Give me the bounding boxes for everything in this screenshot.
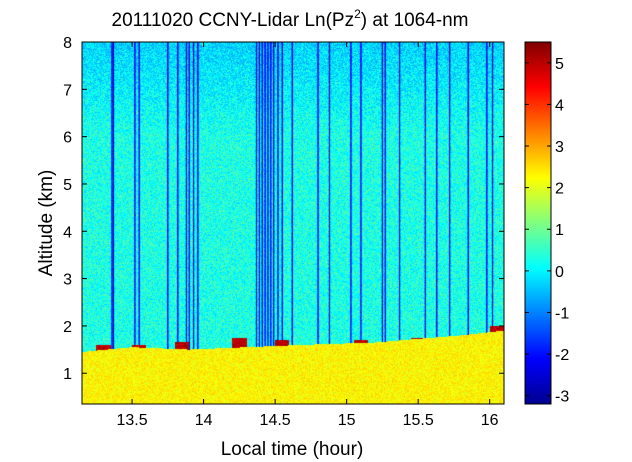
- x-tick-label: 13.5: [116, 412, 147, 429]
- x-tick-label: 14: [195, 412, 213, 429]
- colorbar-tick-label: 1: [555, 222, 564, 239]
- x-tick-label: 15: [338, 412, 356, 429]
- title-suffix: ) at 1064-nm: [361, 10, 469, 31]
- colorbar-tick-label: 5: [555, 56, 564, 73]
- x-tick-label: 15.5: [403, 412, 434, 429]
- colorbar-tick-label: 0: [555, 264, 564, 281]
- y-axis-label: Altitude (km): [36, 170, 57, 277]
- y-axis-ticks: 1 2 3 4 5 6 7 8: [63, 35, 504, 383]
- colorbar-ticks: -3 -2 -1 0 1 2 3 4 5: [525, 56, 569, 406]
- title-prefix: 20111020 CCNY-Lidar Ln(Pz: [112, 10, 355, 31]
- colorbar-gradient: [525, 42, 551, 404]
- x-axis-label: Local time (hour): [221, 439, 364, 460]
- heatmap-image: [82, 42, 504, 404]
- y-tick-label: 1: [63, 366, 72, 383]
- y-tick-label: 2: [63, 319, 72, 336]
- y-tick-label: 8: [63, 35, 72, 52]
- x-axis-ticks: 13.5 14 14.5 15 15.5 16: [116, 42, 499, 429]
- chart-title: 20111020 CCNY-Lidar Ln(Pz2) at 1064-nm: [112, 7, 469, 31]
- colorbar-tick-label: 4: [555, 97, 564, 114]
- heatmap-plot-area: [81, 41, 505, 405]
- y-tick-label: 7: [63, 82, 72, 99]
- y-tick-label: 5: [63, 177, 72, 194]
- colorbar-tick-label: 3: [555, 139, 564, 156]
- colorbar-tick-label: 2: [555, 181, 564, 198]
- y-tick-label: 6: [63, 130, 72, 147]
- colorbar-frame: [524, 41, 552, 405]
- colorbar-tick-label: -2: [555, 347, 569, 364]
- x-tick-label: 14.5: [260, 412, 291, 429]
- y-tick-label: 3: [63, 272, 72, 289]
- colorbar-tick-label: -1: [555, 305, 569, 322]
- y-tick-label: 4: [63, 224, 72, 241]
- plot-frame: [81, 41, 505, 405]
- title-superscript: 2: [354, 7, 361, 21]
- colorbar-tick-label: -3: [555, 389, 569, 406]
- colorbar: [524, 41, 552, 405]
- x-tick-label: 16: [481, 412, 499, 429]
